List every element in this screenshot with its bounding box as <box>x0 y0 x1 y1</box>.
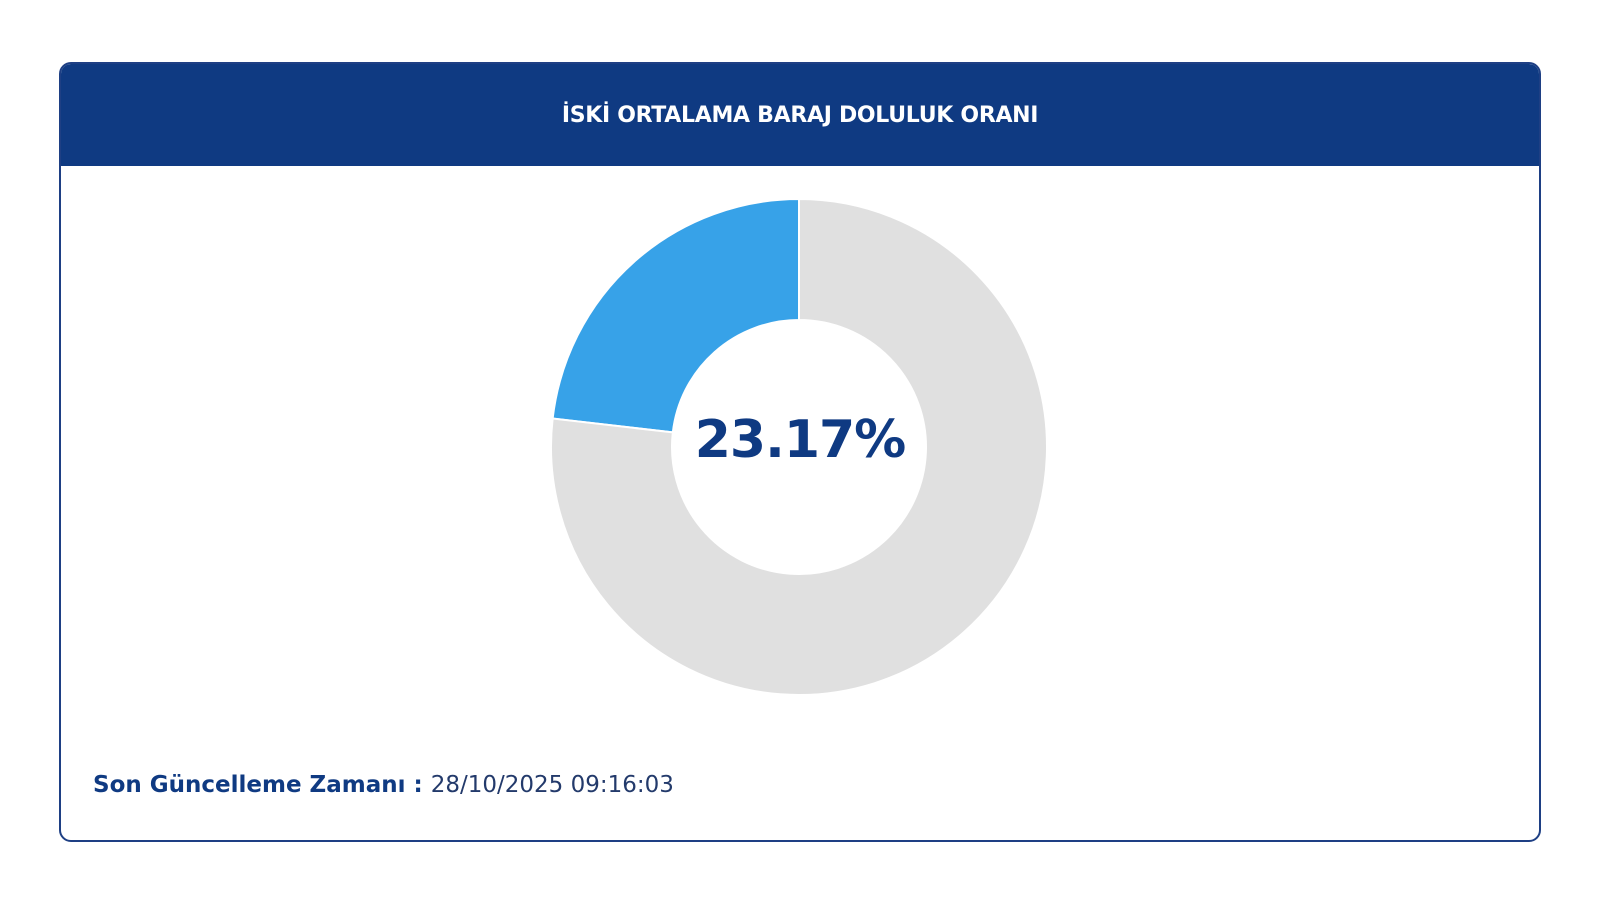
occupancy-percentage: 23.17% <box>694 410 907 470</box>
card-header: İSKİ ORTALAMA BARAJ DOLULUK ORANI <box>61 64 1539 166</box>
dam-occupancy-card: İSKİ ORTALAMA BARAJ DOLULUK ORANI <box>59 62 1541 842</box>
donut-slice-filled <box>551 197 800 434</box>
card-title: İSKİ ORTALAMA BARAJ DOLULUK ORANI <box>561 102 1039 128</box>
last-update-value: 28/10/2025 09:16:03 <box>430 772 674 798</box>
last-update-separator: : <box>405 772 431 798</box>
last-update: Son Güncelleme Zamanı : 28/10/2025 09:16… <box>93 772 674 798</box>
last-update-label: Son Güncelleme Zamanı <box>93 772 406 798</box>
donut-slice-empty <box>550 197 1048 696</box>
